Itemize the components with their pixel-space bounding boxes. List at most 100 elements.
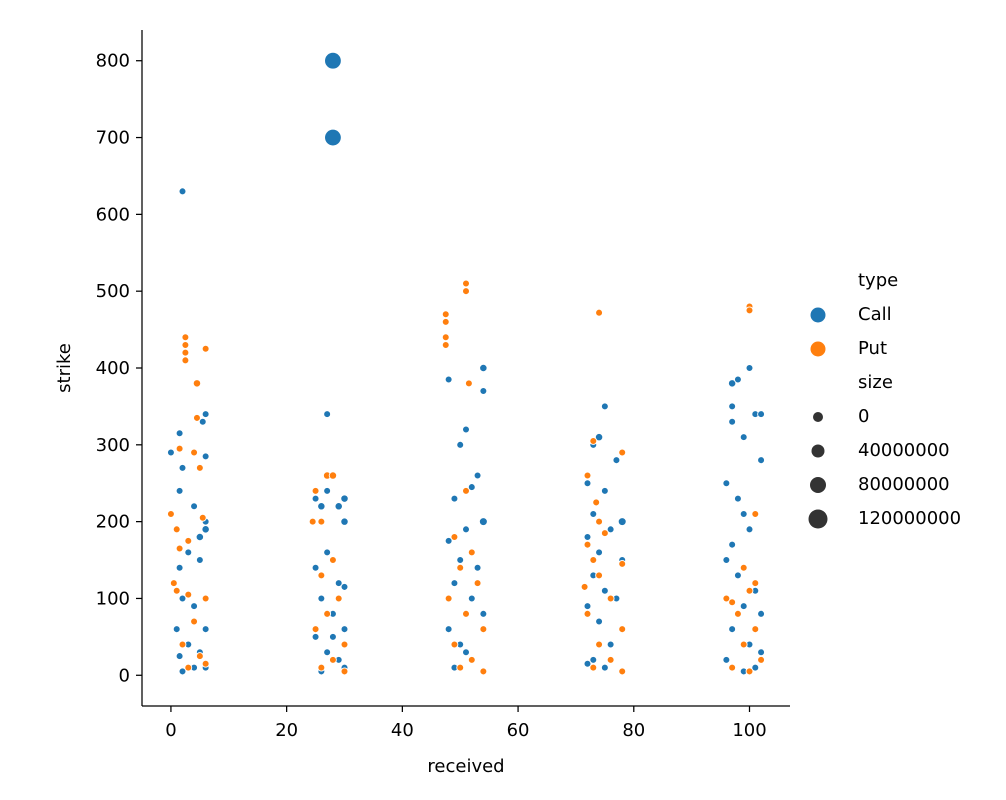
data-point-call	[444, 536, 453, 545]
data-point-put	[311, 625, 320, 634]
data-point-call	[340, 583, 349, 591]
data-point-put	[618, 667, 627, 676]
legend-size-marker-1	[811, 444, 825, 458]
data-point-call	[178, 667, 187, 676]
data-point-call	[311, 563, 320, 572]
data-point-put	[190, 617, 198, 626]
data-point-put	[441, 333, 450, 342]
data-point-put	[751, 510, 760, 518]
data-point-call	[175, 487, 184, 495]
data-point-put	[462, 487, 470, 495]
data-point-put	[467, 548, 476, 557]
data-point-call	[757, 609, 765, 618]
y-tick-label: 200	[96, 512, 130, 533]
data-point-put	[175, 444, 184, 453]
data-point-put	[583, 540, 592, 549]
data-point-call	[317, 502, 326, 511]
data-point-put	[193, 414, 201, 422]
data-point-call	[456, 440, 465, 449]
data-point-call	[478, 517, 488, 527]
data-point-call	[340, 494, 349, 503]
y-tick-label: 300	[96, 435, 130, 456]
data-point-call	[201, 625, 210, 634]
data-point-call	[734, 571, 742, 580]
data-point-call	[178, 594, 187, 603]
x-tick-label: 60	[507, 720, 530, 741]
data-point-call	[757, 410, 765, 418]
legend-label-put: Put	[858, 338, 887, 359]
data-point-put	[618, 559, 627, 568]
legend-size-marker-2	[810, 477, 826, 493]
data-point-call	[334, 579, 343, 587]
data-point-put	[757, 656, 765, 664]
data-point-call	[606, 525, 615, 534]
data-point-put	[606, 656, 615, 664]
data-point-call	[323, 548, 332, 557]
data-point-put	[195, 463, 204, 472]
data-point-put	[462, 287, 470, 296]
data-point-call	[739, 433, 748, 442]
data-point-call	[600, 586, 609, 595]
data-point-put	[456, 663, 465, 672]
data-point-call	[450, 494, 459, 503]
data-point-call	[600, 487, 609, 495]
data-point-put	[618, 625, 627, 634]
data-point-call	[745, 525, 754, 534]
data-point-put	[592, 498, 601, 507]
y-tick-label: 700	[96, 128, 130, 149]
data-point-call	[479, 363, 488, 373]
data-point-call	[175, 429, 184, 438]
data-point-put	[172, 586, 181, 595]
x-tick-label: 0	[165, 720, 176, 741]
y-tick-label: 500	[96, 281, 130, 302]
legend-marker-put	[810, 341, 826, 357]
data-point-call	[467, 483, 476, 491]
y-tick-label: 100	[96, 588, 130, 609]
data-point-put	[606, 594, 615, 603]
data-point-put	[340, 640, 349, 649]
data-point-put	[201, 659, 210, 668]
x-axis-label: received	[427, 756, 504, 777]
data-point-call	[195, 532, 205, 542]
legend-size-marker-0	[813, 412, 823, 422]
data-point-put	[589, 556, 598, 564]
data-point-put	[181, 356, 190, 365]
data-point-put	[739, 563, 748, 572]
legend-size-marker-3	[808, 509, 828, 529]
data-point-put	[175, 544, 184, 553]
data-point-call	[201, 410, 210, 418]
data-point-call	[751, 663, 760, 672]
legend-size-title: size	[858, 372, 893, 393]
data-point-call	[594, 432, 604, 442]
data-point-call	[479, 609, 488, 618]
data-point-call	[734, 494, 742, 503]
data-point-call	[324, 128, 342, 147]
data-point-call	[734, 375, 742, 384]
data-point-put	[595, 571, 603, 580]
data-point-put	[595, 640, 603, 649]
data-point-call	[198, 417, 207, 426]
x-axis: 0 20 40 60 80 100	[165, 706, 767, 741]
data-point-call	[589, 510, 598, 518]
x-tick-label: 40	[391, 720, 414, 741]
plot-area	[167, 51, 765, 676]
data-point-call	[595, 548, 603, 557]
data-point-put	[181, 348, 190, 357]
data-point-call	[583, 479, 592, 488]
x-tick-label: 80	[622, 720, 645, 741]
legend: type Call Put size 0 40000000 80000000 1…	[808, 270, 961, 529]
data-point-call	[311, 632, 320, 641]
data-point-put	[317, 517, 326, 526]
data-point-call	[462, 425, 470, 434]
data-point-call	[739, 510, 748, 518]
data-point-call	[745, 364, 754, 372]
data-point-put	[479, 625, 488, 634]
data-point-put	[600, 529, 609, 538]
data-point-call	[450, 579, 459, 587]
data-point-call	[727, 379, 737, 388]
data-point-call	[462, 648, 470, 657]
data-point-call	[612, 456, 621, 465]
data-point-call	[340, 517, 349, 526]
data-point-put	[184, 663, 193, 672]
